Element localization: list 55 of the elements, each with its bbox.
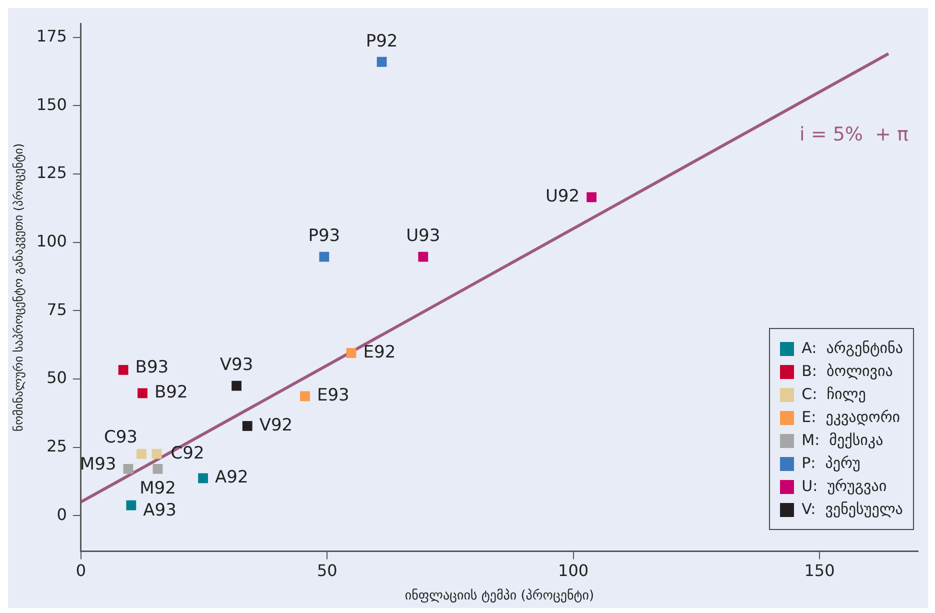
legend-label: U: ურუგვაი (802, 476, 887, 497)
annotation: P93 (308, 226, 340, 246)
annotation: C93 (104, 427, 138, 448)
point (198, 473, 208, 484)
annotation: B93 (135, 357, 169, 378)
point (123, 464, 134, 474)
annotation: U92 (545, 186, 580, 207)
x-axis-title: ინფლაციის ტემპი (პროცენტი) (404, 588, 594, 604)
annotation: V93 (220, 355, 254, 376)
series-label: i = 5% + π (800, 124, 908, 146)
point (136, 448, 146, 459)
y-tick-label: 75 (46, 300, 67, 319)
x-tick-label: 50 (316, 560, 338, 580)
annotation: A92 (215, 468, 248, 488)
point (300, 391, 310, 402)
annotation: V92 (259, 415, 293, 436)
legend-label: M: მექსიკა (802, 430, 884, 451)
legend-label: P: პერუ (802, 453, 860, 474)
y-tick-label: 50 (46, 368, 67, 388)
point (376, 56, 387, 67)
point (232, 380, 242, 391)
point (118, 365, 128, 375)
y-tick-label: 100 (36, 231, 67, 250)
point (418, 252, 428, 262)
legend-label: B: ბოლივია (802, 361, 893, 382)
y-tick-label: 150 (36, 94, 67, 114)
annotation: P92 (366, 31, 398, 52)
y-tick-label: 0 (56, 504, 67, 524)
annotation: M92 (140, 478, 176, 498)
annotation: C92 (170, 443, 204, 464)
point (242, 421, 252, 431)
point (126, 500, 136, 510)
point (586, 192, 596, 202)
point (138, 388, 148, 398)
legend-label: V: ვენესუელა (802, 499, 903, 520)
annotation: B92 (154, 382, 188, 403)
y-tick-label: 125 (36, 163, 67, 182)
point (152, 464, 163, 474)
annotation: U93 (406, 226, 440, 246)
point (319, 252, 330, 262)
point (346, 348, 356, 358)
point (152, 448, 162, 459)
legend-label: A: არგენტინა (802, 338, 903, 359)
x-tick-label: 0 (76, 560, 86, 580)
y-axis-title: ნომინალური საპროცენტო განაკვეთი (პროცენტი) (11, 143, 26, 432)
annotation: E93 (316, 386, 350, 406)
x-tick-label: 100 (558, 560, 589, 580)
y-tick-label: 25 (46, 436, 67, 456)
x-tick-label: 150 (804, 560, 835, 580)
y-tick-label: 175 (36, 26, 67, 46)
legend-label: C: ჩილე (802, 384, 866, 405)
annotation: M93 (80, 454, 116, 474)
legend-label: E: ეკვადორი (802, 407, 900, 428)
annotation: E92 (363, 342, 396, 362)
annotation: A93 (143, 500, 176, 521)
